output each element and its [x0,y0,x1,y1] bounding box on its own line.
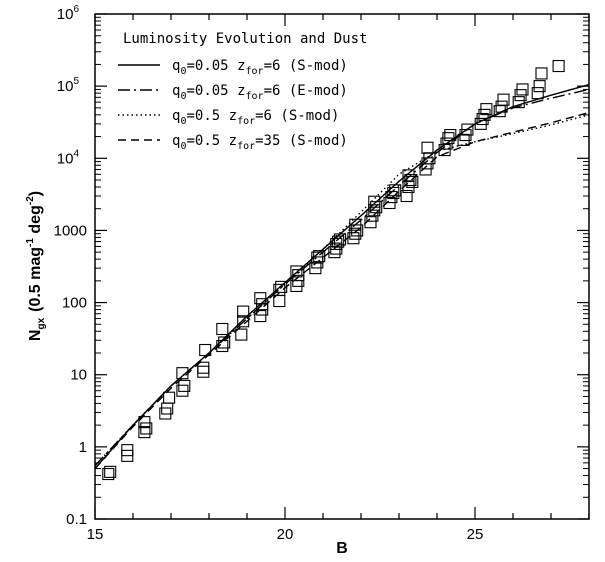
data-point [218,336,231,349]
data-point [552,59,565,73]
data-point [199,343,212,357]
data-point [444,128,457,142]
x-axis: 15 20 25 [87,14,590,543]
data-point [330,237,343,250]
data-point [512,96,525,109]
y-axis: 0.1 1 10 100 1000 104 105 106 [54,4,589,528]
legend-title: Luminosity Evolution and Dust [123,31,367,47]
data-point [104,465,117,478]
y-tick-label: 106 [57,4,80,23]
x-tick-label: 20 [277,526,294,543]
y-tick-label: 0.1 [66,511,87,528]
legend-label: q0=0.5 zfor=6 (S-mod) [172,108,339,127]
data-point [254,292,267,305]
data-point [334,233,347,246]
data-point [121,444,134,457]
data-point [254,310,267,323]
data-point [332,235,345,248]
data-point [438,144,451,157]
data-point [531,87,544,100]
data-point [368,204,381,217]
data-point [406,175,419,188]
data-point [102,467,115,481]
y-tick-label: 105 [57,76,80,95]
data-point [400,189,413,203]
data-point [480,103,493,116]
data-point [364,216,377,229]
data-point [178,379,191,392]
legend-label: q0=0.05 zfor=6 (E-mod) [172,83,348,102]
data-point [176,367,189,380]
data-point [138,416,151,429]
y-tick-label: 1000 [54,222,87,239]
legend-label: q0=0.05 zfor=6 (S-mod) [172,58,348,77]
data-point [237,305,250,318]
data-point [197,365,210,378]
data-point [497,93,510,106]
y-tick-label: 10 [70,367,87,384]
data-point [349,218,362,231]
data-point [368,195,381,208]
data-point [347,232,360,245]
data-point [457,133,470,146]
data-point [461,123,474,136]
y-axis-title: Ngx(0.5 mag-1 deg-2) [25,191,47,341]
data-point [533,80,546,93]
data-point [140,422,153,435]
data-point [404,173,417,187]
data-point [275,280,288,293]
data-point [216,339,229,353]
x-tick-label: 25 [467,526,484,543]
data-point [138,426,151,439]
data-point [516,83,529,96]
data-point [535,67,548,80]
data-point [235,328,248,341]
data-point [474,117,487,130]
series-line-dotted [95,114,589,467]
x-axis-title: B [336,540,348,557]
series-line-dashed [95,111,589,470]
plot-frame [94,13,590,520]
data-point [349,227,362,240]
data-point [421,141,434,154]
data-point [402,169,415,182]
data-point [311,251,324,264]
x-tick-label: 15 [87,526,104,543]
data-point [495,100,508,113]
legend: Luminosity Evolution and Dust q0=0.05 zf… [118,31,367,152]
legend-label: q0=0.5 zfor=35 (S-mod) [172,133,348,152]
y-tick-label: 1 [79,439,87,456]
data-point [313,250,326,263]
data-point [292,269,305,282]
data-point [197,361,210,374]
data-point [442,132,455,145]
data-point [290,265,303,278]
data-point [273,294,286,308]
data-point [273,283,286,296]
data-point [237,315,250,328]
data-point [476,112,489,126]
plot-area [95,59,589,481]
y-tick-label: 100 [62,295,87,312]
data-point [385,191,398,204]
data-point [216,322,229,336]
data-point [176,384,189,397]
data-point [387,186,400,200]
data-point [163,391,176,404]
y-tick-label: 104 [57,148,80,167]
